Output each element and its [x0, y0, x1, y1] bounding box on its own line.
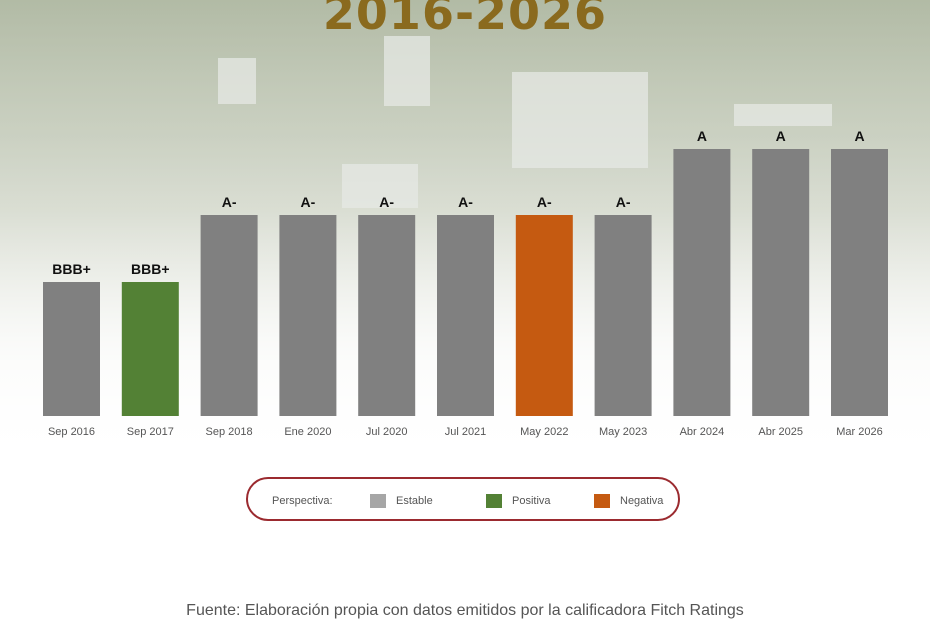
bar	[279, 215, 337, 416]
legend-label-negativa: Negativa	[620, 495, 664, 507]
x-tick-label: Abr 2025	[758, 426, 803, 438]
legend-label-positiva: Positiva	[512, 495, 551, 507]
x-tick-label: Mar 2026	[836, 426, 882, 438]
data-label: A-	[537, 194, 552, 210]
x-tick-label: Sep 2017	[127, 426, 174, 438]
legend-title: Perspectiva:	[272, 495, 333, 507]
bar	[200, 215, 258, 416]
x-tick-label: May 2023	[599, 426, 647, 438]
bar	[437, 215, 494, 416]
legend: Perspectiva: Estable Positiva Negativa	[246, 477, 680, 521]
building-shape	[734, 104, 832, 126]
data-label: A	[776, 128, 786, 144]
data-label: A-	[616, 194, 631, 210]
bar	[358, 215, 416, 416]
data-label: BBB+	[131, 261, 170, 277]
x-tick-label: Sep 2016	[48, 426, 95, 438]
chart-title: 2016-2026	[322, 0, 608, 40]
building-shape	[512, 72, 648, 168]
building-shape	[342, 164, 418, 208]
data-label: A-	[379, 194, 394, 210]
data-label: A-	[301, 194, 316, 210]
building-shape	[384, 36, 430, 106]
legend-swatch-estable	[370, 494, 386, 508]
source-note: Fuente: Elaboración propia con datos emi…	[186, 602, 744, 619]
data-label: A-	[222, 194, 237, 210]
bar	[515, 215, 573, 416]
data-label: A	[697, 128, 707, 144]
x-tick-label: Jul 2020	[366, 426, 408, 438]
x-tick-label: May 2022	[520, 426, 568, 438]
x-tick-label: Jul 2021	[445, 426, 487, 438]
bar	[594, 215, 652, 416]
bar	[43, 282, 100, 416]
x-tick-label: Abr 2024	[680, 426, 725, 438]
legend-label-estable: Estable	[396, 495, 433, 507]
x-tick-label: Sep 2018	[206, 426, 253, 438]
bar-chart: BBB+ Sep 2016 BBB+ Sep 2017 A- Sep 2018 A- Ene …	[43, 128, 888, 438]
data-label: A-	[458, 194, 473, 210]
data-label: A	[854, 128, 864, 144]
building-shape	[218, 58, 256, 104]
bar	[831, 149, 888, 416]
legend-swatch-negativa	[594, 494, 610, 508]
bar	[673, 149, 731, 416]
bar	[752, 149, 810, 416]
bar	[121, 282, 179, 416]
data-label: BBB+	[52, 261, 91, 277]
legend-swatch-positiva	[486, 494, 502, 508]
x-tick-label: Ene 2020	[284, 426, 331, 438]
